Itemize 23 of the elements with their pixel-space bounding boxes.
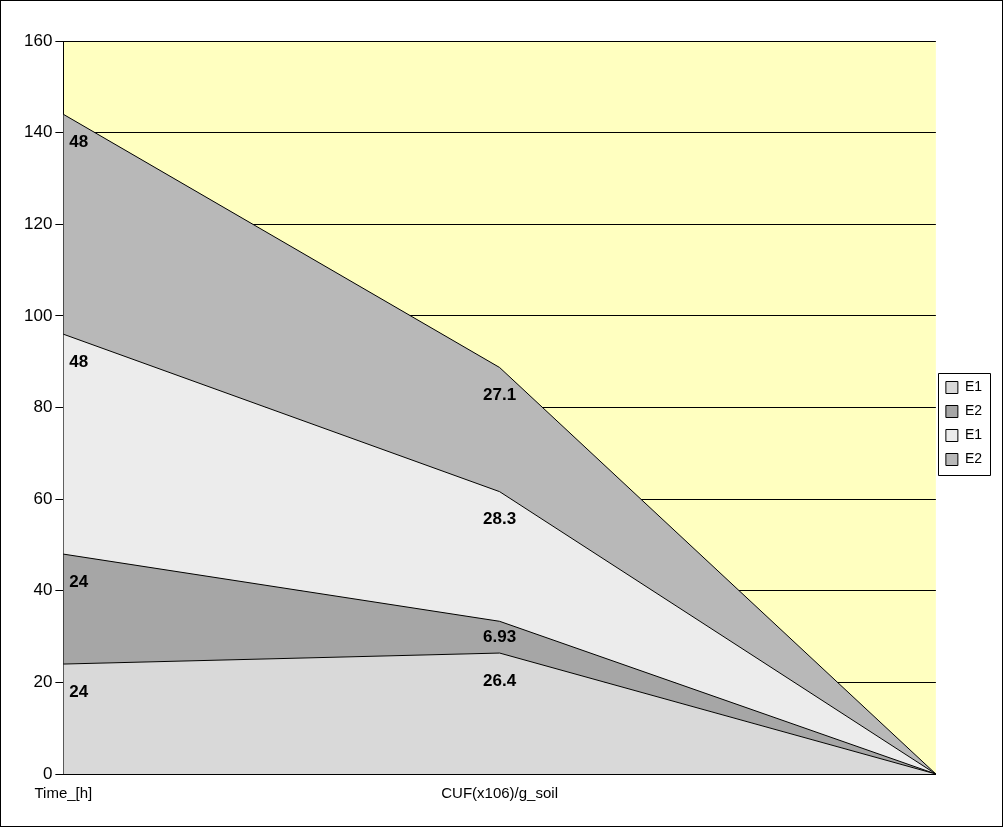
data-label: 28.3 [483, 509, 517, 529]
y-tick-label: 80 [33, 397, 53, 417]
data-label: 24 [69, 571, 89, 591]
y-tick-label: 140 [23, 122, 53, 142]
data-label: 48 [69, 351, 89, 371]
y-tick-label: 40 [33, 580, 53, 600]
x-tick-label: Time_[h] [34, 784, 93, 802]
y-tick-label: 100 [23, 305, 53, 325]
y-tick-label: 60 [33, 488, 53, 508]
data-label: 24 [69, 681, 89, 701]
x-tick-label: CUF(x106)/g_soil [441, 784, 558, 802]
legend-label: E2 [964, 402, 983, 419]
data-label: 26.4 [483, 670, 517, 690]
data-label: 27.1 [483, 385, 517, 405]
y-tick-label: 120 [23, 213, 53, 233]
data-label: 6.93 [483, 626, 517, 646]
y-tick-label: 160 [23, 30, 53, 50]
legend-label: E2 [964, 450, 983, 467]
legend-label: E1 [964, 426, 983, 443]
y-tick-label: 20 [33, 672, 53, 692]
legend-label: E1 [964, 378, 983, 395]
data-label: 48 [69, 131, 89, 151]
y-tick-label: 0 [42, 763, 53, 783]
